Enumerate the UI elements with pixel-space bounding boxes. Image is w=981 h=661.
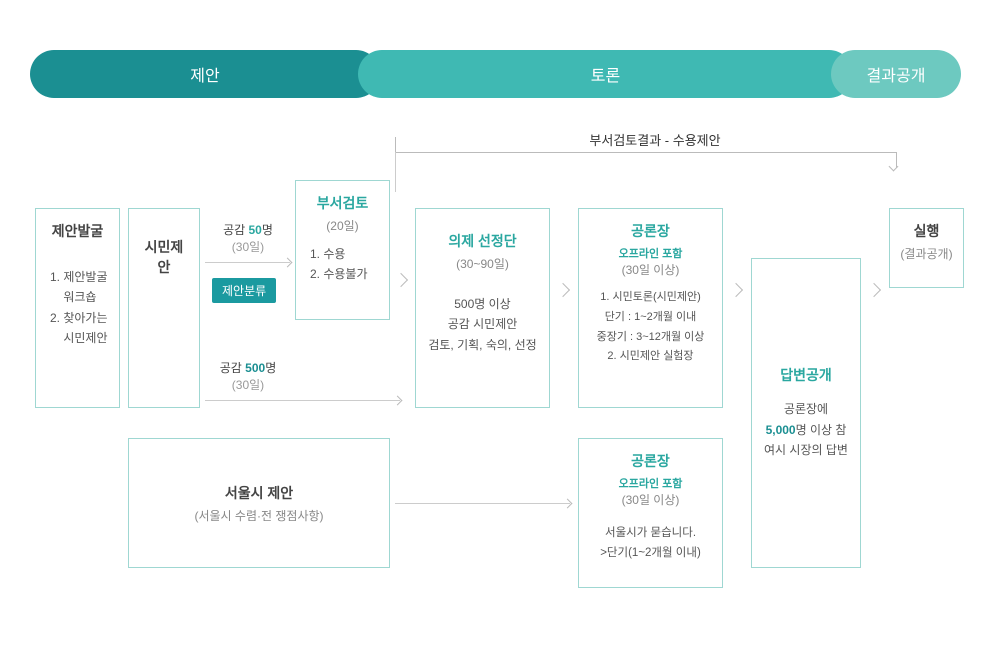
box-title: 제안발굴 <box>46 221 109 241</box>
chevron-icon <box>556 283 570 297</box>
box-sub: (서울시 수렴·전 쟁점사항) <box>139 507 379 524</box>
chevron-icon <box>394 273 408 287</box>
chevron-icon <box>867 283 881 297</box>
box-forum-top: 공론장 오프라인 포함 (30일 이상) 1. 시민토론(시민제안)단기 : 1… <box>578 208 723 408</box>
box-execute: 실행 (결과공개) <box>889 208 964 288</box>
box-forum-bottom: 공론장 오프라인 포함 (30일 이상) 서울시가 묻습니다.>단기(1~2개월… <box>578 438 723 588</box>
box-dept-review: 부서검토 (20일) 1. 수용2. 수용불가 <box>295 180 390 320</box>
stage-pill-propose-label: 제안 <box>190 62 219 86</box>
result-header-arrow <box>395 152 897 168</box>
box-citizen-proposal: 시민제안 <box>128 208 200 408</box>
box-proposal-discovery: 제안발굴 1. 제안발굴 워크숍2. 찾아가는 시민제안 <box>35 208 120 408</box>
box-title: 실행 <box>900 221 953 241</box>
stage-pill-discuss-label: 토론 <box>591 62 620 86</box>
stage-pill-discuss: 토론 <box>358 50 853 98</box>
stage-header: 제안 토론 결과공개 <box>30 50 961 98</box>
box-title: 의제 선정단 <box>426 231 539 251</box>
box-sub: (20일) <box>306 217 379 234</box>
stub-up-b3 <box>395 152 396 192</box>
box-subtitle: 오프라인 포함 <box>589 245 712 261</box>
box-answer-public: 답변공개 공론장에 5,000명 이상 참여시 시장의 답변 <box>751 258 861 568</box>
tag-proposal-classify: 제안분류 <box>212 278 276 303</box>
box-sub: (결과공개) <box>900 245 953 262</box>
threshold-50-label: 공감 50명 (30일) <box>208 222 288 256</box>
arrow-seoul <box>395 503 570 504</box>
stage-pill-result: 결과공개 <box>831 50 961 98</box>
arrow-50 <box>205 262 290 263</box>
box-body: 공론장에 5,000명 이상 참여시 시장의 답변 <box>762 399 850 460</box>
threshold-500-label: 공감 500명 (30일) <box>208 360 288 394</box>
box-title: 답변공개 <box>762 365 850 385</box>
box-body: 1. 제안발굴 워크숍2. 찾아가는 시민제안 <box>46 267 109 349</box>
box-title: 서울시 제안 <box>139 483 379 503</box>
box-sub: (30일 이상) <box>589 261 712 278</box>
box-body: 서울시가 묻습니다.>단기(1~2개월 이내) <box>589 524 712 563</box>
box-title: 공론장 <box>589 221 712 241</box>
box-body: 1. 시민토론(시민제안)단기 : 1~2개월 이내중장기 : 3~12개월 이… <box>589 288 712 367</box>
box-subtitle: 오프라인 포함 <box>589 475 712 491</box>
arrow-500 <box>205 400 400 401</box>
box-sub: (30일 이상) <box>589 491 712 508</box>
box-seoul-proposal: 서울시 제안 (서울시 수렴·전 쟁점사항) <box>128 438 390 568</box>
box-sub: (30~90일) <box>426 255 539 272</box>
box-agenda-panel: 의제 선정단 (30~90일) 500명 이상공감 시민제안검토, 기획, 숙의… <box>415 208 550 408</box>
box-body: 1. 수용2. 수용불가 <box>306 244 379 285</box>
box-title: 공론장 <box>589 451 712 471</box>
stage-pill-propose: 제안 <box>30 50 380 98</box>
box-title: 부서검토 <box>306 193 379 213</box>
stage-pill-result-label: 결과공개 <box>867 62 926 86</box>
box-body: 500명 이상공감 시민제안검토, 기획, 숙의, 선정 <box>426 294 539 355</box>
box-title: 시민제안 <box>139 237 189 277</box>
chevron-icon <box>729 283 743 297</box>
result-header-label: 부서검토결과 - 수용제안 <box>415 130 895 149</box>
